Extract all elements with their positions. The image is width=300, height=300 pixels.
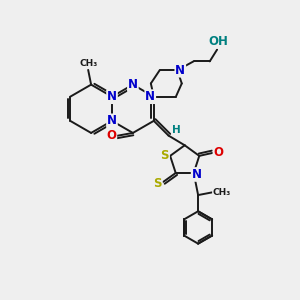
Text: H: H xyxy=(172,125,181,135)
Text: CH₃: CH₃ xyxy=(79,59,97,68)
Text: OH: OH xyxy=(208,35,229,48)
Text: N: N xyxy=(145,90,155,103)
Text: N: N xyxy=(128,78,138,91)
Text: N: N xyxy=(107,114,117,127)
Text: O: O xyxy=(213,146,224,159)
Text: N: N xyxy=(192,168,202,181)
Text: O: O xyxy=(106,129,116,142)
Text: S: S xyxy=(160,149,169,162)
Text: CH₃: CH₃ xyxy=(213,188,231,196)
Text: N: N xyxy=(107,90,117,103)
Text: N: N xyxy=(175,64,185,77)
Text: S: S xyxy=(153,177,162,190)
